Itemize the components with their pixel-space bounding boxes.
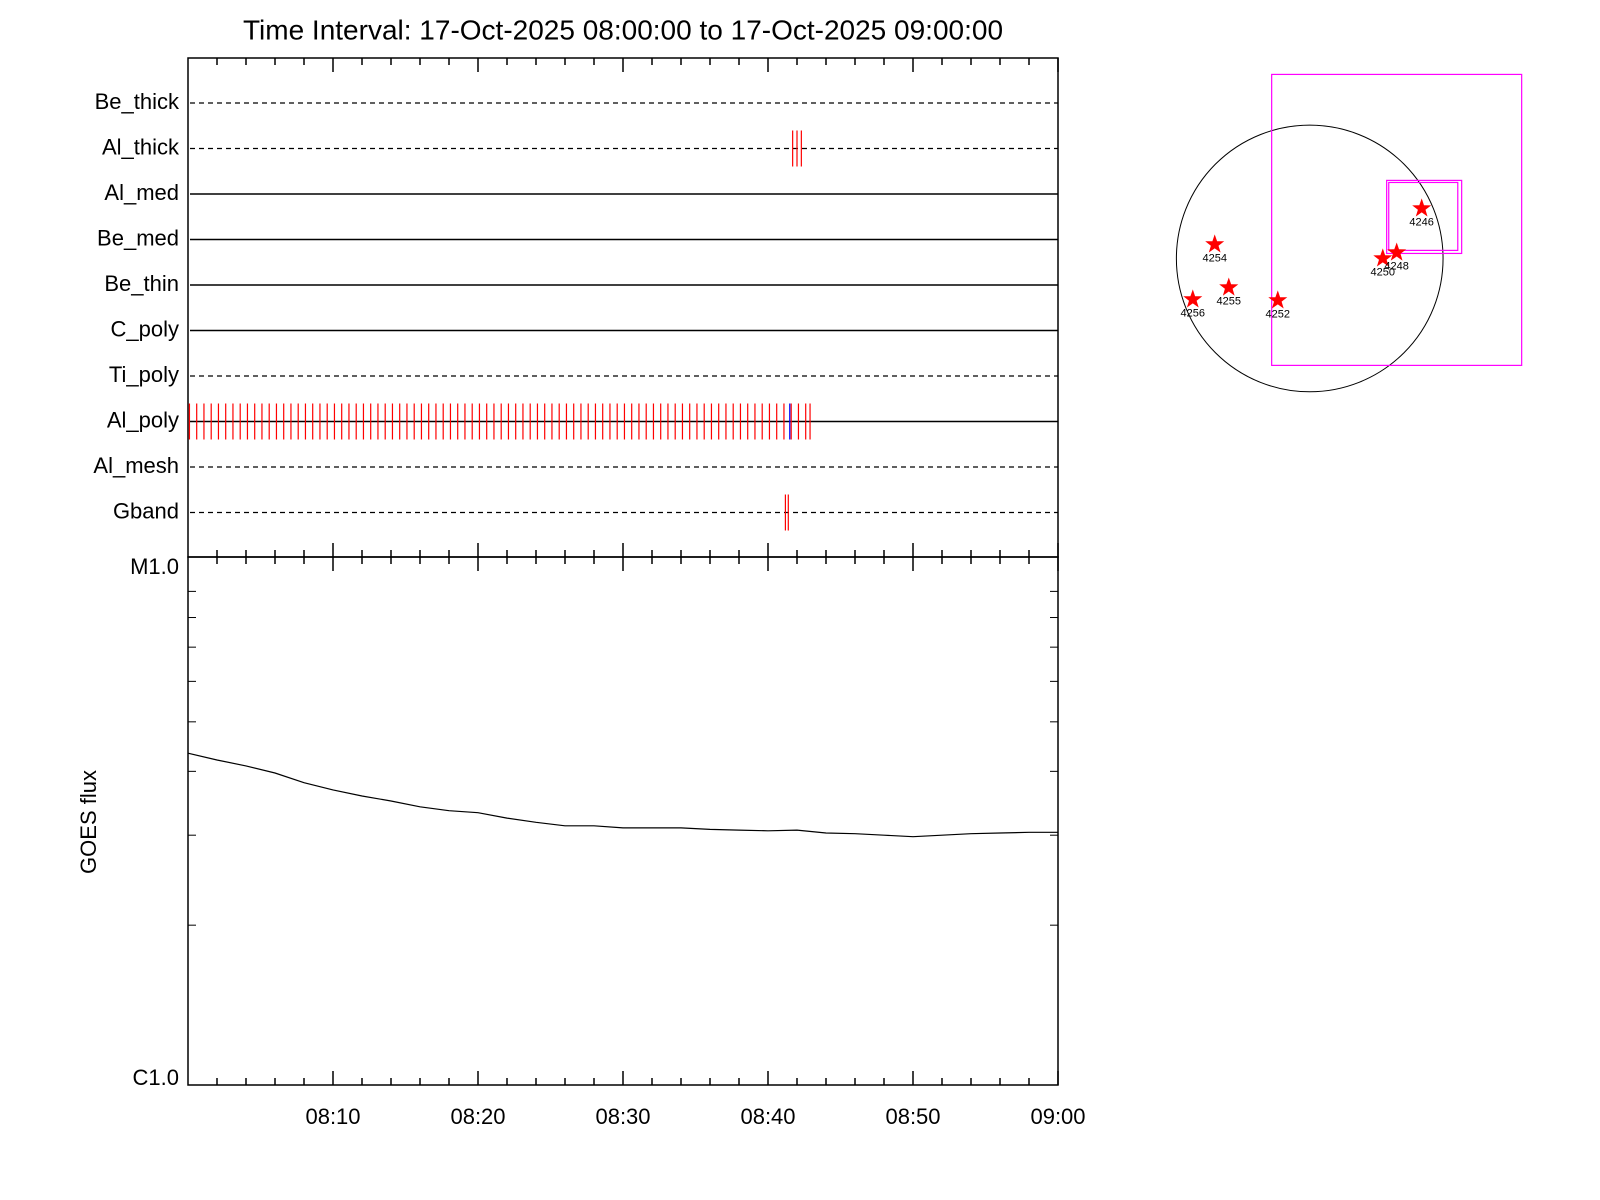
region-star — [1412, 198, 1432, 217]
row-label: Al_poly — [107, 407, 179, 432]
solar-limb — [1175, 124, 1444, 393]
fov-box — [1388, 181, 1459, 251]
y-axis-label: GOES flux — [76, 770, 101, 874]
region-label: 4246 — [1409, 216, 1433, 228]
region-star — [1387, 242, 1407, 261]
chart-title: Time Interval: 17-Oct-2025 08:00:00 to 1… — [243, 14, 1003, 45]
timeline-frame — [187, 57, 1059, 558]
row-label: Al_med — [104, 180, 179, 205]
row-label: Ti_poly — [109, 362, 179, 387]
region-star — [1268, 290, 1288, 309]
row-label: Be_thick — [95, 89, 180, 114]
region-label: 4252 — [1266, 308, 1290, 320]
row-label: Be_thin — [104, 271, 179, 296]
x-tick-label: 08:30 — [595, 1104, 650, 1129]
row-label: Al_mesh — [93, 453, 179, 478]
region-label: 4256 — [1181, 307, 1205, 319]
x-tick-label: 08:40 — [740, 1104, 795, 1129]
region-label: 4254 — [1202, 252, 1226, 264]
region-label: 4255 — [1217, 295, 1241, 307]
region-label: 4248 — [1384, 260, 1408, 272]
y-tick-label: C1.0 — [133, 1065, 179, 1090]
x-tick-label: 09:00 — [1030, 1104, 1085, 1129]
region-star — [1219, 277, 1239, 296]
x-tick-label: 08:50 — [885, 1104, 940, 1129]
fov-box — [1386, 179, 1463, 255]
row-label: Al_thick — [102, 134, 180, 159]
row-label: C_poly — [111, 316, 179, 341]
row-label: Be_med — [97, 225, 179, 250]
row-label: Gband — [113, 498, 179, 523]
fov-box — [1271, 73, 1523, 366]
y-tick-label: M1.0 — [130, 554, 179, 579]
x-tick-label: 08:10 — [305, 1104, 360, 1129]
region-star — [1183, 289, 1203, 308]
region-star — [1373, 248, 1393, 267]
region-star — [1205, 234, 1225, 253]
flux-frame — [187, 556, 1059, 1086]
region-label: 4250 — [1371, 266, 1395, 278]
x-tick-label: 08:20 — [450, 1104, 505, 1129]
flux-line — [187, 752, 1058, 838]
